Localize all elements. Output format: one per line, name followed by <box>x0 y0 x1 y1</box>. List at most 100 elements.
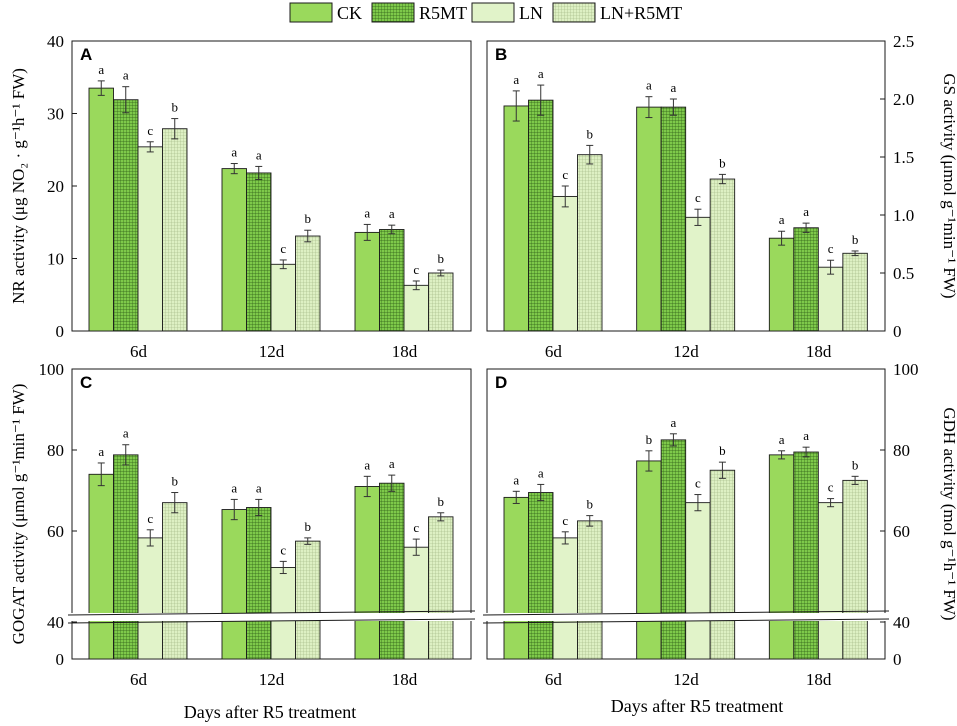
legend-swatch-ln <box>471 2 515 23</box>
bar-ln-r5mt-12d <box>295 235 321 332</box>
axis-break-line-upper <box>67 610 476 616</box>
x-tick-label-18d: 18d <box>806 670 832 689</box>
bar-ln-r5mt-12d <box>709 469 736 660</box>
y-tick-label: 2.0 <box>893 90 914 109</box>
bar-r5mt-18d <box>379 482 405 660</box>
legend-label-ln: LN <box>519 3 543 23</box>
sig-letter-r5mt-6d: a <box>123 426 129 441</box>
sig-letter-r5mt-18d: a <box>803 428 809 443</box>
bar-r5mt-18d <box>379 229 405 332</box>
sig-letter-ln-18d: c <box>413 520 419 535</box>
x-tick-label-6d: 6d <box>130 342 148 361</box>
sig-letter-ck-18d: a <box>364 205 370 220</box>
sig-letter-ck-18d: a <box>364 457 370 472</box>
bar-r5mt-12d <box>660 106 687 332</box>
bar-ln-6d <box>552 537 578 660</box>
sig-letter-ck-6d: a <box>98 62 104 77</box>
sig-letter-ln-r5mt-18d: b <box>438 251 445 266</box>
y-tick-label: 30 <box>47 105 64 124</box>
y-tick-label: 1.0 <box>893 206 914 225</box>
y-tick-label: 100 <box>39 360 65 379</box>
y-tick-label: 1.5 <box>893 148 914 167</box>
y-tick-label: 0.5 <box>893 264 914 283</box>
sig-letter-ck-6d: a <box>98 444 104 459</box>
sig-letter-ln-r5mt-12d: b <box>719 443 726 458</box>
legend-item-r5mt: R5MT <box>371 2 467 23</box>
bar-ln-18d <box>817 266 844 332</box>
bar-ln-6d <box>552 195 578 332</box>
y-tick-label: 40 <box>47 613 64 632</box>
panel-letter: C <box>80 373 92 392</box>
legend-item-ck: CK <box>289 2 362 23</box>
bar-ln-12d <box>685 502 711 660</box>
legend-label-r5mt: R5MT <box>419 3 467 23</box>
y-axis-label: GOGAT activity (μmol g⁻¹min⁻¹ FW) <box>9 384 28 645</box>
bar-ln-18d <box>817 502 844 660</box>
legend-label-lnr5mt: LN+R5MT <box>600 3 682 23</box>
panel-d-gdh-activity: Da a c b 6d b a c b 12d a a c b 18d 0 40 60 80 100 GDH activ… <box>482 360 957 689</box>
sig-letter-r5mt-18d: a <box>803 204 809 219</box>
sig-letter-ln-r5mt-18d: b <box>438 494 445 509</box>
bar-ln-r5mt-18d <box>842 479 868 660</box>
sig-letter-ln-r5mt-18d: b <box>852 232 859 247</box>
sig-letter-ln-r5mt-18d: b <box>852 457 859 472</box>
sig-letter-ln-12d: c <box>280 241 286 256</box>
y-tick-label: 60 <box>47 522 64 541</box>
bar-r5mt-12d <box>246 172 272 332</box>
bar-ck-12d <box>221 509 247 660</box>
panel-c-gogat-activity: Ca a c b 6d a a c b 12d a a c b 18d 0 40 60 80 100 GOGAT act… <box>9 360 476 689</box>
panel-letter: B <box>495 45 507 64</box>
legend-item-lnr5mt: LN+R5MT <box>552 2 682 23</box>
x-tick-label-18d: 18d <box>392 670 418 689</box>
bar-r5mt-6d <box>528 492 554 660</box>
bar-ck-6d <box>88 473 114 660</box>
sig-letter-ln-6d: c <box>562 167 568 182</box>
bar-ln-18d <box>403 546 429 660</box>
sig-letter-ln-r5mt-6d: b <box>587 126 594 141</box>
y-tick-label: 40 <box>893 613 910 632</box>
sig-letter-ck-12d: a <box>646 78 652 93</box>
panel-letter: A <box>80 45 92 64</box>
sig-letter-r5mt-6d: a <box>538 465 544 480</box>
sig-letter-ln-r5mt-12d: b <box>305 519 312 534</box>
bar-ln-r5mt-18d <box>842 252 868 332</box>
sig-letter-ln-r5mt-6d: b <box>172 474 179 489</box>
bar-ln-12d <box>685 216 711 332</box>
bar-r5mt-12d <box>660 439 687 660</box>
axis-break-line-lower <box>67 618 476 624</box>
bar-ln-12d <box>270 263 296 332</box>
bar-r5mt-18d <box>793 227 819 332</box>
legend-item-ln: LN <box>471 2 543 23</box>
legend: CK R5MT LN LN+R5MT <box>289 2 682 23</box>
sig-letter-r5mt-18d: a <box>389 206 395 221</box>
sig-letter-ck-18d: a <box>779 432 785 447</box>
y-tick-label: 80 <box>893 441 910 460</box>
sig-letter-ck-6d: a <box>513 472 519 487</box>
panel-letter: D <box>495 373 507 392</box>
legend-label-ck: CK <box>337 3 362 23</box>
legend-swatch-ck <box>289 2 333 23</box>
y-tick-label: 0 <box>56 322 65 341</box>
y-tick-label: 100 <box>893 360 919 379</box>
y-axis-label: GS activity (μmol g⁻¹min⁻¹ FW) <box>940 73 957 298</box>
bar-ck-12d <box>636 460 662 660</box>
bar-ln-r5mt-12d <box>295 540 321 660</box>
bar-ck-12d <box>221 168 247 332</box>
sig-letter-r5mt-12d: a <box>671 80 677 95</box>
sig-letter-ck-18d: a <box>779 212 785 227</box>
bar-ln-18d <box>403 284 429 332</box>
sig-letter-ck-12d: a <box>231 145 237 160</box>
bar-ck-18d <box>768 454 795 660</box>
bar-ln-r5mt-6d <box>162 502 188 660</box>
bar-ln-r5mt-6d <box>162 128 188 332</box>
x-tick-label-12d: 12d <box>673 342 699 361</box>
y-axis-label: NR activity (μg NO₂ · g⁻¹h⁻¹ FW) <box>9 68 28 304</box>
x-tick-label-6d: 6d <box>545 670 563 689</box>
x-tick-label-18d: 18d <box>806 342 832 361</box>
sig-letter-ln-18d: c <box>828 480 834 495</box>
x-tick-label-12d: 12d <box>673 670 699 689</box>
sig-letter-r5mt-6d: a <box>538 66 544 81</box>
bar-ck-6d <box>88 87 114 332</box>
bar-ck-18d <box>768 237 795 332</box>
